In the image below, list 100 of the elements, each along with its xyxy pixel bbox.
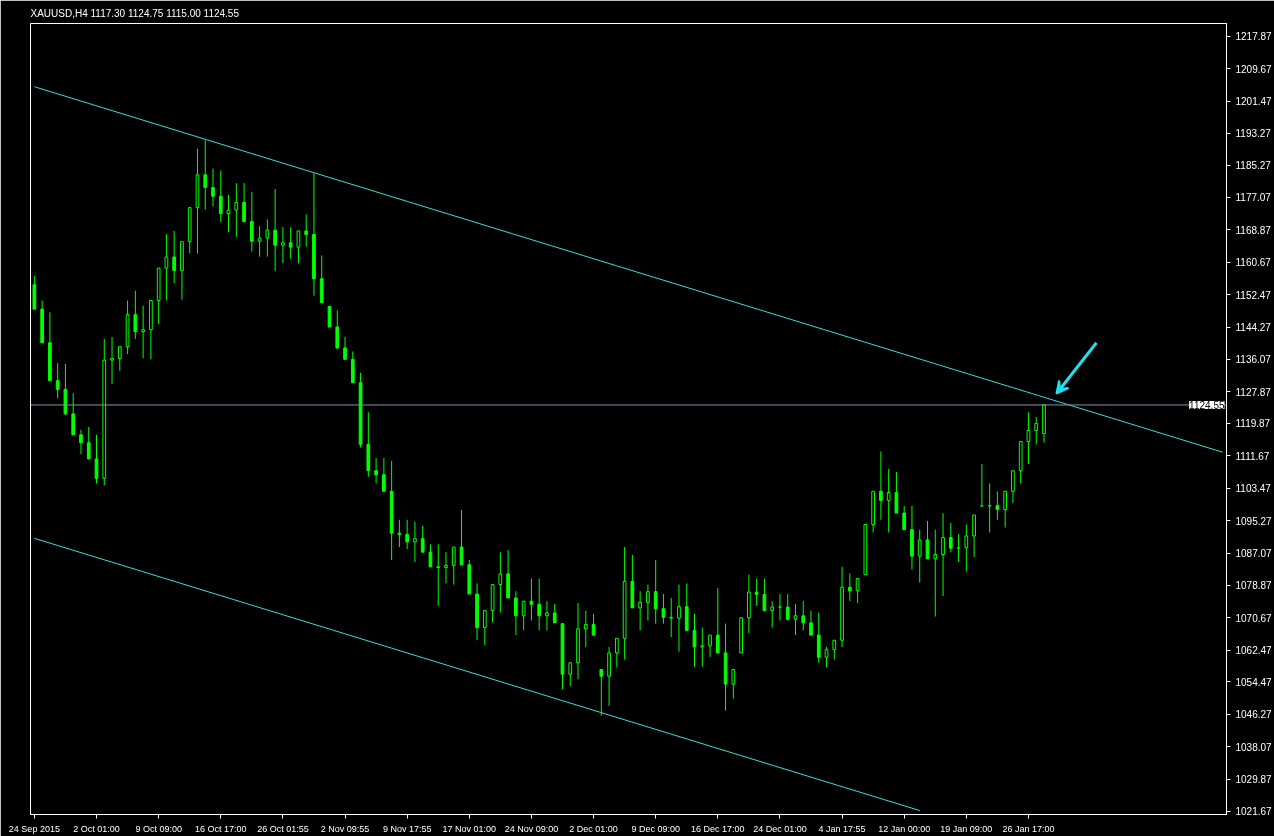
- candlestick: [428, 543, 433, 568]
- candlestick: [956, 533, 961, 563]
- y-tick-label: 1095.27: [1235, 515, 1273, 527]
- candlestick: [382, 457, 386, 492]
- candlestick: [948, 522, 953, 553]
- y-tick-label: 1119.87: [1235, 418, 1271, 430]
- y-tick-label: 1127.87: [1235, 386, 1272, 398]
- y-tick-label: 1054.47: [1235, 676, 1273, 688]
- candlestick: [545, 600, 549, 631]
- candlestick: [514, 590, 518, 636]
- candlestick: [405, 519, 410, 550]
- candlestick: [816, 612, 821, 664]
- candlestick: [420, 525, 425, 553]
- candlestick: [941, 512, 945, 597]
- y-tick-label: 1062.47: [1235, 645, 1273, 657]
- candlestick: [86, 426, 91, 460]
- candlestick: [785, 593, 790, 621]
- y-tick-label: 1136.07: [1235, 354, 1272, 366]
- candlestick: [218, 169, 223, 223]
- y-tick-label: 1038.07: [1235, 741, 1273, 753]
- candlestick: [444, 551, 448, 584]
- candlestick: [855, 578, 860, 604]
- candlestick: [964, 523, 969, 573]
- x-tick-label: 26 Jan 17:00: [1002, 823, 1055, 834]
- candlestick: [653, 559, 658, 625]
- candlestick: [925, 520, 930, 560]
- x-tick-label: 24 Dec 01:00: [753, 823, 807, 834]
- candlestick: [886, 468, 891, 533]
- candlestick: [117, 346, 122, 372]
- candlestick: [770, 600, 775, 629]
- x-tick-label: 2 Nov 09:55: [320, 823, 370, 834]
- candlestick: [793, 603, 798, 636]
- candlestick: [847, 572, 852, 602]
- candlestick: [203, 139, 208, 211]
- candlestick: [607, 646, 611, 707]
- candlestick: [995, 490, 1000, 521]
- candlestick: [319, 254, 324, 303]
- y-tick-label: 1021.67: [1235, 806, 1273, 818]
- candlestick: [234, 182, 239, 238]
- candlestick: [521, 600, 526, 631]
- candlestick: [436, 543, 441, 607]
- candlestick: [529, 578, 534, 621]
- candlestick: [288, 226, 293, 260]
- candlestick: [242, 182, 246, 223]
- candlestick: [762, 578, 767, 612]
- x-tick-label: 2 Oct 01:00: [73, 823, 120, 834]
- candlestick: [599, 669, 604, 717]
- candlestick: [498, 551, 503, 614]
- x-tick-label: 19 Jan 09:00: [940, 823, 993, 834]
- candlestick: [715, 587, 720, 654]
- candlestick: [661, 593, 666, 625]
- candlestick: [894, 471, 899, 514]
- candlestick: [692, 613, 697, 668]
- y-tick-label: 1217.87: [1235, 31, 1273, 43]
- candlestick: [304, 213, 309, 248]
- candlestick: [226, 194, 231, 233]
- candlestick: [249, 191, 254, 252]
- candlestick: [343, 336, 347, 360]
- candlestick: [669, 597, 674, 638]
- candlestick: [1034, 416, 1039, 445]
- candlestick: [731, 669, 736, 700]
- y-tick-label: 1193.27: [1235, 128, 1272, 140]
- candlestick: [110, 336, 114, 385]
- x-tick-label: 9 Nov 17:55: [382, 823, 432, 834]
- x-tick-label: 26 Oct 01:55: [257, 823, 309, 834]
- candlestick: [164, 233, 169, 301]
- candlestick: [451, 546, 456, 586]
- y-tick-label: 1046.27: [1235, 709, 1273, 721]
- y-tick-label: 1160.67: [1235, 257, 1272, 269]
- ref-line-label: 1124.55: [1189, 399, 1225, 411]
- x-tick-label: 12 Jan 00:00: [878, 823, 931, 834]
- candlestick: [708, 634, 712, 658]
- candlestick: [327, 305, 332, 328]
- candlestick: [55, 362, 60, 399]
- y-tick-label: 1111.67: [1235, 450, 1270, 462]
- candlestick: [1011, 470, 1015, 504]
- candlestick: [374, 457, 378, 484]
- y-tick-label: 1209.67: [1235, 63, 1273, 75]
- candlestick: [296, 230, 301, 264]
- y-tick-label: 1103.47: [1235, 483, 1272, 495]
- candlestick: [1026, 411, 1031, 465]
- candlestick: [350, 350, 355, 384]
- x-tick-label: 2 Dec 01:00: [569, 823, 618, 834]
- candlestick: [677, 584, 681, 653]
- candlestick: [482, 610, 487, 646]
- candlestick: [257, 225, 262, 258]
- candlestick: [537, 578, 542, 631]
- y-tick-label: 1177.07: [1235, 192, 1272, 204]
- candlestick: [265, 218, 270, 258]
- candlestick: [987, 482, 992, 533]
- candlestick: [917, 529, 922, 584]
- y-tick-label: 1078.87: [1235, 580, 1273, 592]
- x-tick-label: 16 Oct 17:00: [195, 823, 247, 834]
- candlestick: [211, 168, 215, 207]
- candlestick: [552, 603, 557, 623]
- candlestick: [754, 578, 759, 607]
- candlestick: [684, 582, 689, 631]
- candlestick: [133, 290, 138, 340]
- y-tick-label: 1087.07: [1235, 548, 1273, 560]
- candlestick: [700, 627, 705, 668]
